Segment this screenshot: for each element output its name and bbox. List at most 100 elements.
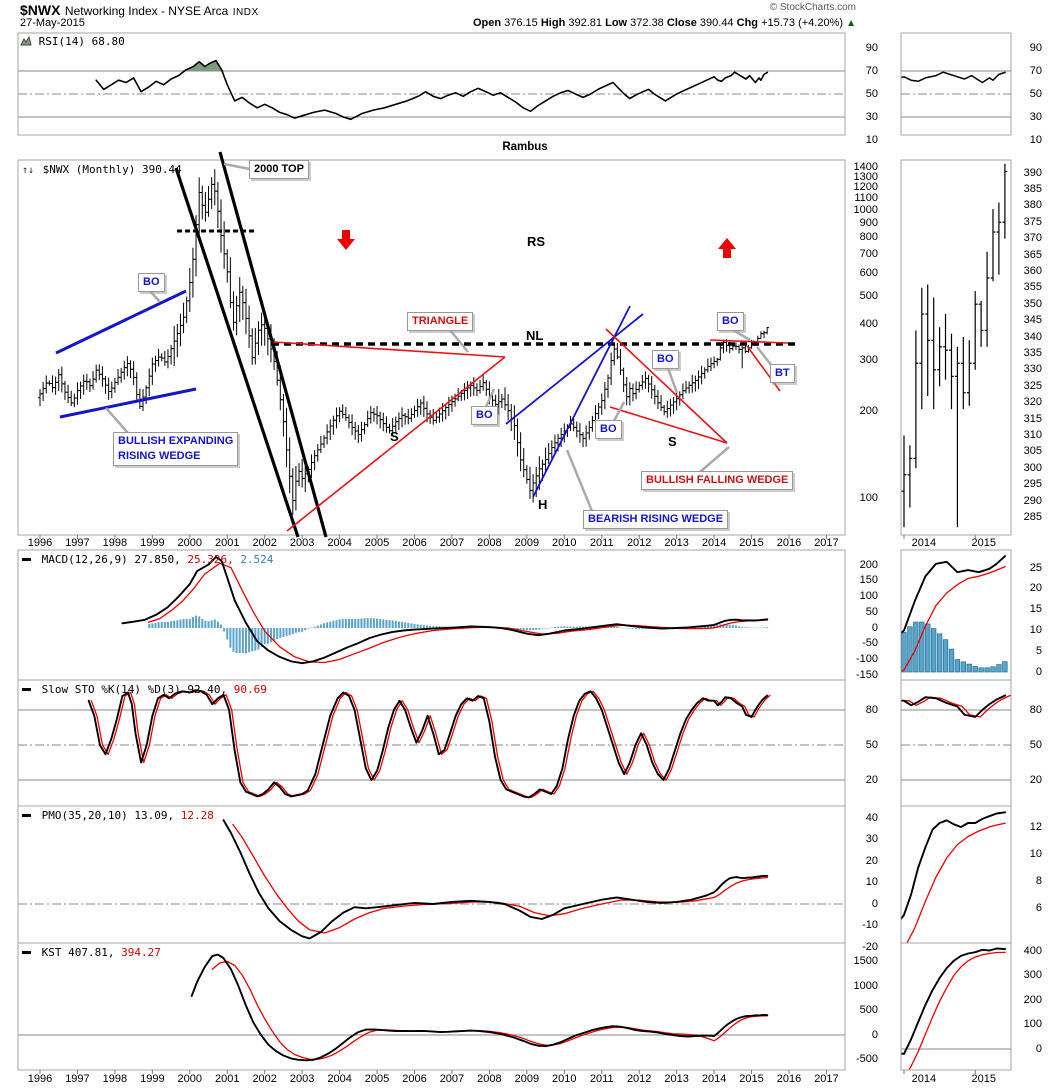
macd-histogram-bar — [363, 618, 366, 628]
macd-histogram-bar — [298, 628, 301, 633]
panel-sto — [18, 689, 845, 799]
panel-border — [17, 942, 846, 1071]
macd-histogram-bar — [569, 626, 572, 628]
macd-value: 27.850, — [134, 553, 181, 566]
callout-pointer — [732, 328, 751, 342]
callout-pointer — [149, 290, 161, 303]
macd-histogram-bar — [401, 621, 404, 628]
macd-histogram-bar — [148, 623, 151, 628]
rsi-legend-text: RSI(14) 68.80 — [38, 35, 125, 48]
macd-histogram-bar — [560, 626, 563, 628]
annotation-trendline — [505, 313, 644, 425]
pmo_sig-line — [906, 822, 1006, 943]
panel-border — [900, 159, 1012, 536]
macd-histogram-bar — [235, 628, 238, 654]
macd-histogram-bar — [397, 621, 400, 628]
macd-histogram-bar — [541, 628, 544, 629]
price-legend-text: $NWX (Monthly) 390.44 — [42, 163, 182, 176]
macd-histogram-bar — [532, 628, 535, 631]
line-swatch-icon — [22, 558, 31, 561]
callout-pointer — [223, 162, 251, 171]
macd-histogram-bar — [516, 628, 519, 630]
macd-histogram-bar — [706, 625, 709, 628]
macd-histogram-bar — [535, 628, 538, 630]
kst-line — [901, 947, 1007, 1055]
macd-histogram-bar — [747, 627, 750, 628]
macd-histogram-bar — [925, 623, 931, 673]
macd-histogram-bar — [157, 622, 160, 628]
macd-histogram-bar — [996, 664, 1002, 673]
macd_sig-line — [147, 562, 768, 664]
callout-pointer — [699, 446, 730, 473]
macd-histogram-bar — [288, 628, 291, 636]
macd-histogram-bar — [722, 624, 725, 628]
macd-histogram-bar — [936, 633, 943, 673]
annotation-trendline — [59, 387, 197, 419]
macd-histogram-bar — [220, 624, 223, 628]
macd-histogram-bar — [385, 619, 388, 628]
chart-title: $NWX Networking Index - NYSE Arca INDX — [20, 2, 259, 20]
close-value: 390.44 — [699, 17, 734, 29]
pmo-line — [901, 811, 1007, 920]
macd-histogram-bar — [207, 621, 210, 628]
macd-histogram-bar — [344, 618, 347, 628]
macd-histogram-bar — [978, 667, 984, 673]
pmo-name: PMO(35,20,10) — [41, 809, 128, 822]
macd-histogram-bar — [223, 628, 226, 632]
macd-histogram-bar — [432, 626, 435, 628]
macd-histogram-bar — [538, 628, 541, 630]
panel-macd_mini — [901, 555, 1008, 673]
callout-pointer — [565, 449, 594, 512]
kst-name: KST — [41, 946, 62, 959]
macd-histogram-bar — [638, 628, 641, 629]
macd-histogram-bar — [984, 667, 990, 673]
panel-border — [17, 32, 846, 136]
macd-histogram-bar — [294, 628, 297, 633]
macd-histogram-bar — [185, 619, 188, 628]
macd-histogram-bar — [438, 626, 441, 628]
macd-histogram-bar — [216, 621, 219, 628]
macd-histogram-bar — [310, 627, 313, 629]
macd-histogram-bar — [394, 620, 397, 628]
ticker-symbol: $NWX — [20, 2, 61, 18]
macd-histogram-bar — [413, 623, 416, 628]
panel-kst_mini — [901, 947, 1011, 1070]
macd-histogram-bar — [372, 618, 375, 628]
macd-histogram-bar — [759, 627, 762, 629]
annotation-trendline — [55, 289, 187, 355]
macd-histogram-bar — [901, 632, 907, 673]
panel-rsi_mini — [901, 70, 1011, 118]
macd-histogram-bar — [163, 622, 166, 628]
macd-histogram-bar — [279, 628, 282, 638]
macd-histogram-bar — [766, 627, 769, 628]
panel-border — [17, 159, 846, 536]
macd-histogram-bar — [728, 624, 731, 628]
macd-histogram-bar — [266, 628, 269, 644]
macd-histogram-bar — [435, 626, 438, 628]
chart-date: 27-May-2015 — [20, 17, 85, 29]
macd-histogram-bar — [301, 628, 304, 632]
macd-histogram-bar — [182, 619, 185, 628]
macd-legend: MACD(12,26,9) 27.850, 25.326, 2.524 — [22, 553, 273, 566]
annotation-trendline — [609, 406, 728, 444]
macd-signal-value: 25.326, — [187, 553, 234, 566]
panel-price_mini — [901, 163, 1008, 528]
macd-histogram-bar — [341, 619, 344, 628]
annotation-trendline — [532, 305, 631, 498]
macd-histogram-bar — [622, 627, 625, 629]
sto-line — [901, 694, 1007, 718]
macd-histogram-bar — [238, 628, 241, 654]
macd-histogram-bar — [332, 620, 335, 628]
high-label: High — [540, 17, 566, 29]
rsi-line — [95, 59, 769, 121]
kst-line — [190, 953, 769, 1062]
macd-histogram-bar — [232, 628, 235, 652]
macd-histogram-bar — [335, 620, 338, 628]
macd-histogram-bar — [201, 618, 204, 628]
callout-pointer — [484, 388, 496, 408]
red-down-arrow-icon — [337, 230, 355, 250]
callout-pointer — [449, 329, 469, 353]
macd-histogram-bar — [313, 626, 316, 628]
macd-histogram-bar — [709, 625, 712, 628]
pmo-line — [222, 819, 769, 940]
